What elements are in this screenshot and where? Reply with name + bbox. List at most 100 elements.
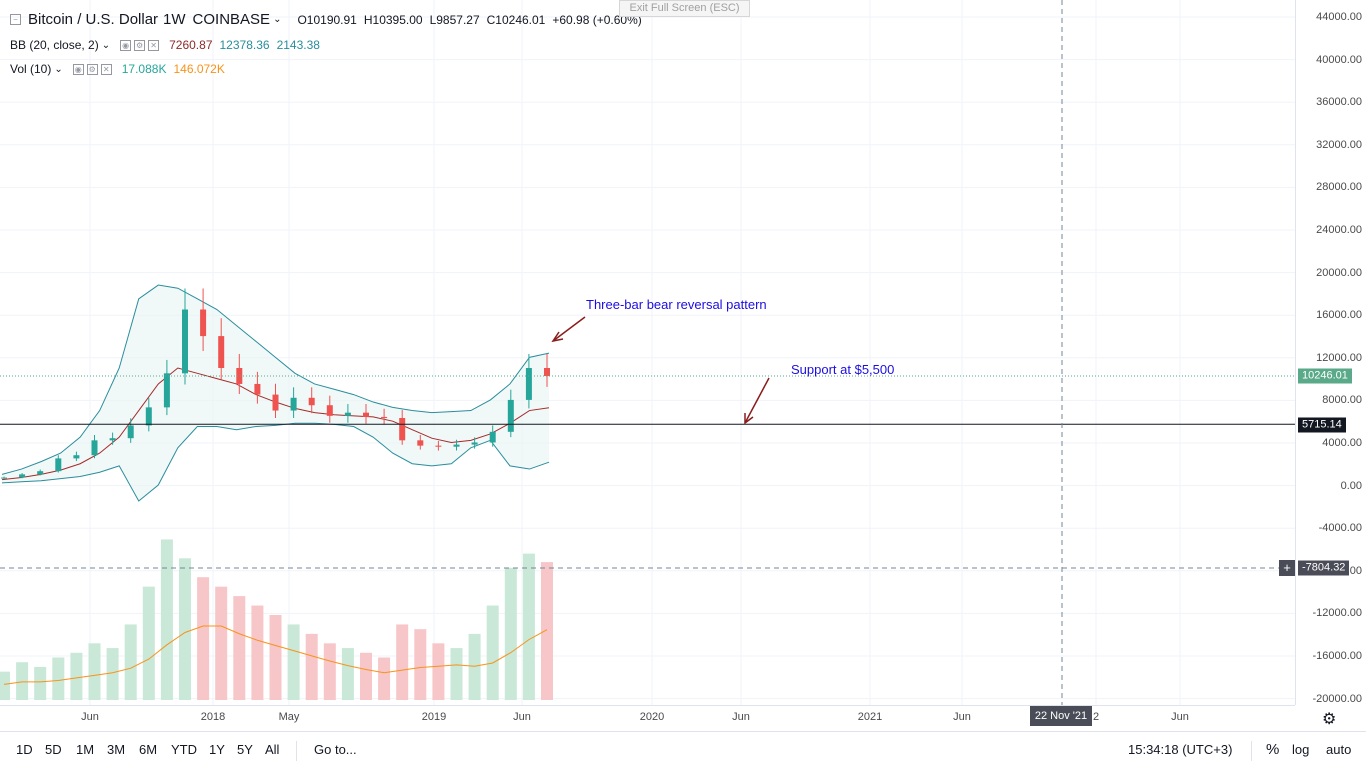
volume-bar — [160, 539, 173, 700]
ohlc-low: L9857.27 — [429, 12, 480, 27]
price-tick-label: 20000.00 — [1316, 266, 1362, 279]
goto-button[interactable]: Go to... — [314, 742, 357, 757]
symbol-exchange[interactable]: COINBASE — [192, 11, 271, 28]
plus-icon[interactable]: + — [1279, 560, 1295, 576]
price-axis[interactable]: 44000.00 40000.00 36000.00 32000.00 28000.00… — [1295, 0, 1366, 705]
support-arrowhead — [744, 413, 754, 425]
vol-label[interactable]: Vol (10) — [10, 62, 52, 76]
candle-body — [381, 416, 388, 418]
symbol-name[interactable]: Bitcoin / U.S. Dollar — [28, 11, 159, 28]
candle-body — [363, 412, 369, 417]
range-3m-button[interactable]: 3M — [107, 742, 126, 757]
exit-fullscreen-hint[interactable]: Exit Full Screen (ESC) — [619, 0, 750, 17]
price-tick-label: 36000.00 — [1316, 96, 1362, 109]
price-tick-label: 12000.00 — [1316, 351, 1362, 364]
time-tick-label: 2019 — [421, 711, 447, 723]
chevron-down-icon[interactable]: ⌄ — [101, 39, 111, 51]
price-tick-label: 44000.00 — [1316, 11, 1362, 23]
auto-toggle[interactable]: auto — [1326, 742, 1352, 757]
bb-lower-line — [1, 422, 550, 502]
time-tick-label: Jun — [81, 711, 99, 723]
bb-upper-value: 12378.36 — [219, 38, 270, 52]
collapse-icon[interactable]: − — [10, 14, 21, 25]
reversal-arrow — [552, 316, 586, 342]
range-1y-button[interactable]: 1Y — [209, 742, 225, 757]
volume-bar — [197, 577, 210, 700]
percent-toggle[interactable]: % — [1266, 741, 1280, 758]
time-tick-label: 2021 — [857, 711, 883, 723]
reversal-annotation[interactable]: Three-bar bear reversal pattern — [586, 297, 767, 312]
volume-bar — [179, 558, 191, 700]
clock-timezone[interactable]: 15:34:18 (UTC+3) — [1128, 742, 1233, 757]
eye-icon[interactable]: ◉ — [72, 63, 84, 75]
candle-body — [109, 438, 116, 441]
volume-bar — [522, 553, 535, 700]
volume-bar — [269, 615, 282, 700]
candle-body — [55, 458, 62, 472]
last-price-tag: 10246.01 — [1298, 368, 1352, 384]
range-5y-button[interactable]: 5Y — [237, 742, 253, 757]
log-toggle[interactable]: log — [1292, 742, 1310, 757]
ohlc-open: O10190.91 — [297, 12, 357, 27]
time-axis[interactable]: Jun 2018 May 2019 Jun 2020 Jun 2021 Jun 2 Jun — [0, 705, 1295, 731]
support-annotation[interactable]: Support at $5,500 — [791, 362, 895, 377]
vol-value: 17.088K — [121, 62, 167, 76]
volume-bar — [414, 629, 427, 700]
candle-body — [417, 440, 424, 446]
price-tick-label: 28000.00 — [1316, 181, 1362, 194]
time-tick-label: 2020 — [639, 711, 665, 723]
volume-bar — [124, 624, 137, 700]
volume-bar — [251, 605, 264, 700]
range-5d-button[interactable]: 5D — [45, 742, 62, 757]
ohlc-close: C10246.01 — [486, 12, 546, 27]
price-tick-label: 0.00 — [1340, 479, 1362, 492]
time-tick-label: May — [278, 711, 300, 723]
volume-bar — [106, 648, 119, 700]
volume-bar — [541, 562, 553, 700]
volume-bar — [396, 624, 409, 700]
close-icon[interactable]: ✕ — [100, 63, 112, 75]
volume-bar — [323, 643, 336, 700]
volume-bar — [215, 586, 228, 700]
volume-bar — [0, 671, 10, 700]
volume-bar — [52, 657, 65, 700]
eye-icon[interactable]: ◉ — [120, 39, 132, 51]
volume-bar — [450, 648, 463, 700]
gear-icon[interactable]: ⚙ — [86, 63, 98, 75]
support-price-tag: 5715.14 — [1298, 417, 1346, 433]
candle-body — [471, 442, 478, 445]
candle-body — [344, 412, 351, 416]
price-tick-label: 40000.00 — [1316, 53, 1362, 66]
symbol-interval[interactable]: 1W — [163, 11, 186, 28]
chart-pane[interactable]: − Bitcoin / U.S. Dollar 1W COINBASE ⌄ O1… — [0, 0, 1295, 705]
range-all-button[interactable]: All — [265, 742, 280, 757]
close-icon[interactable]: ✕ — [148, 39, 160, 51]
volume-bar — [305, 633, 318, 700]
range-ytd-button[interactable]: YTD — [171, 742, 197, 757]
candle-body — [254, 383, 261, 395]
candle-body — [182, 309, 188, 374]
candle-body — [290, 397, 297, 411]
bb-basis-value: 7260.87 — [169, 38, 213, 52]
volume-bar — [360, 652, 372, 700]
range-6m-button[interactable]: 6M — [139, 742, 158, 757]
time-tick-label: 2 — [1092, 711, 1100, 723]
price-tick-label: -4000.00 — [1318, 522, 1362, 535]
ohlc-high: H10395.00 — [363, 12, 423, 27]
price-chart[interactable] — [0, 0, 1295, 705]
divider — [296, 741, 297, 761]
volume-bar — [233, 596, 246, 700]
candle-body — [145, 407, 152, 426]
gear-icon[interactable]: ⚙ — [134, 39, 146, 51]
volume-bar — [504, 567, 517, 700]
bb-label[interactable]: BB (20, close, 2) — [10, 38, 99, 52]
candle-body — [544, 368, 550, 377]
volume-bar — [16, 662, 29, 700]
range-1m-button[interactable]: 1M — [76, 742, 95, 757]
range-1d-button[interactable]: 1D — [16, 742, 33, 757]
settings-gear-icon[interactable]: ⚙ — [1322, 711, 1337, 728]
vol-legend: Vol (10) ⌄ ◉ ⚙ ✕ 17.088K 146.072K — [10, 62, 225, 76]
chevron-down-icon[interactable]: ⌄ — [273, 14, 282, 25]
chevron-down-icon[interactable]: ⌄ — [54, 63, 63, 75]
price-tick-label: 8000.00 — [1322, 394, 1362, 407]
